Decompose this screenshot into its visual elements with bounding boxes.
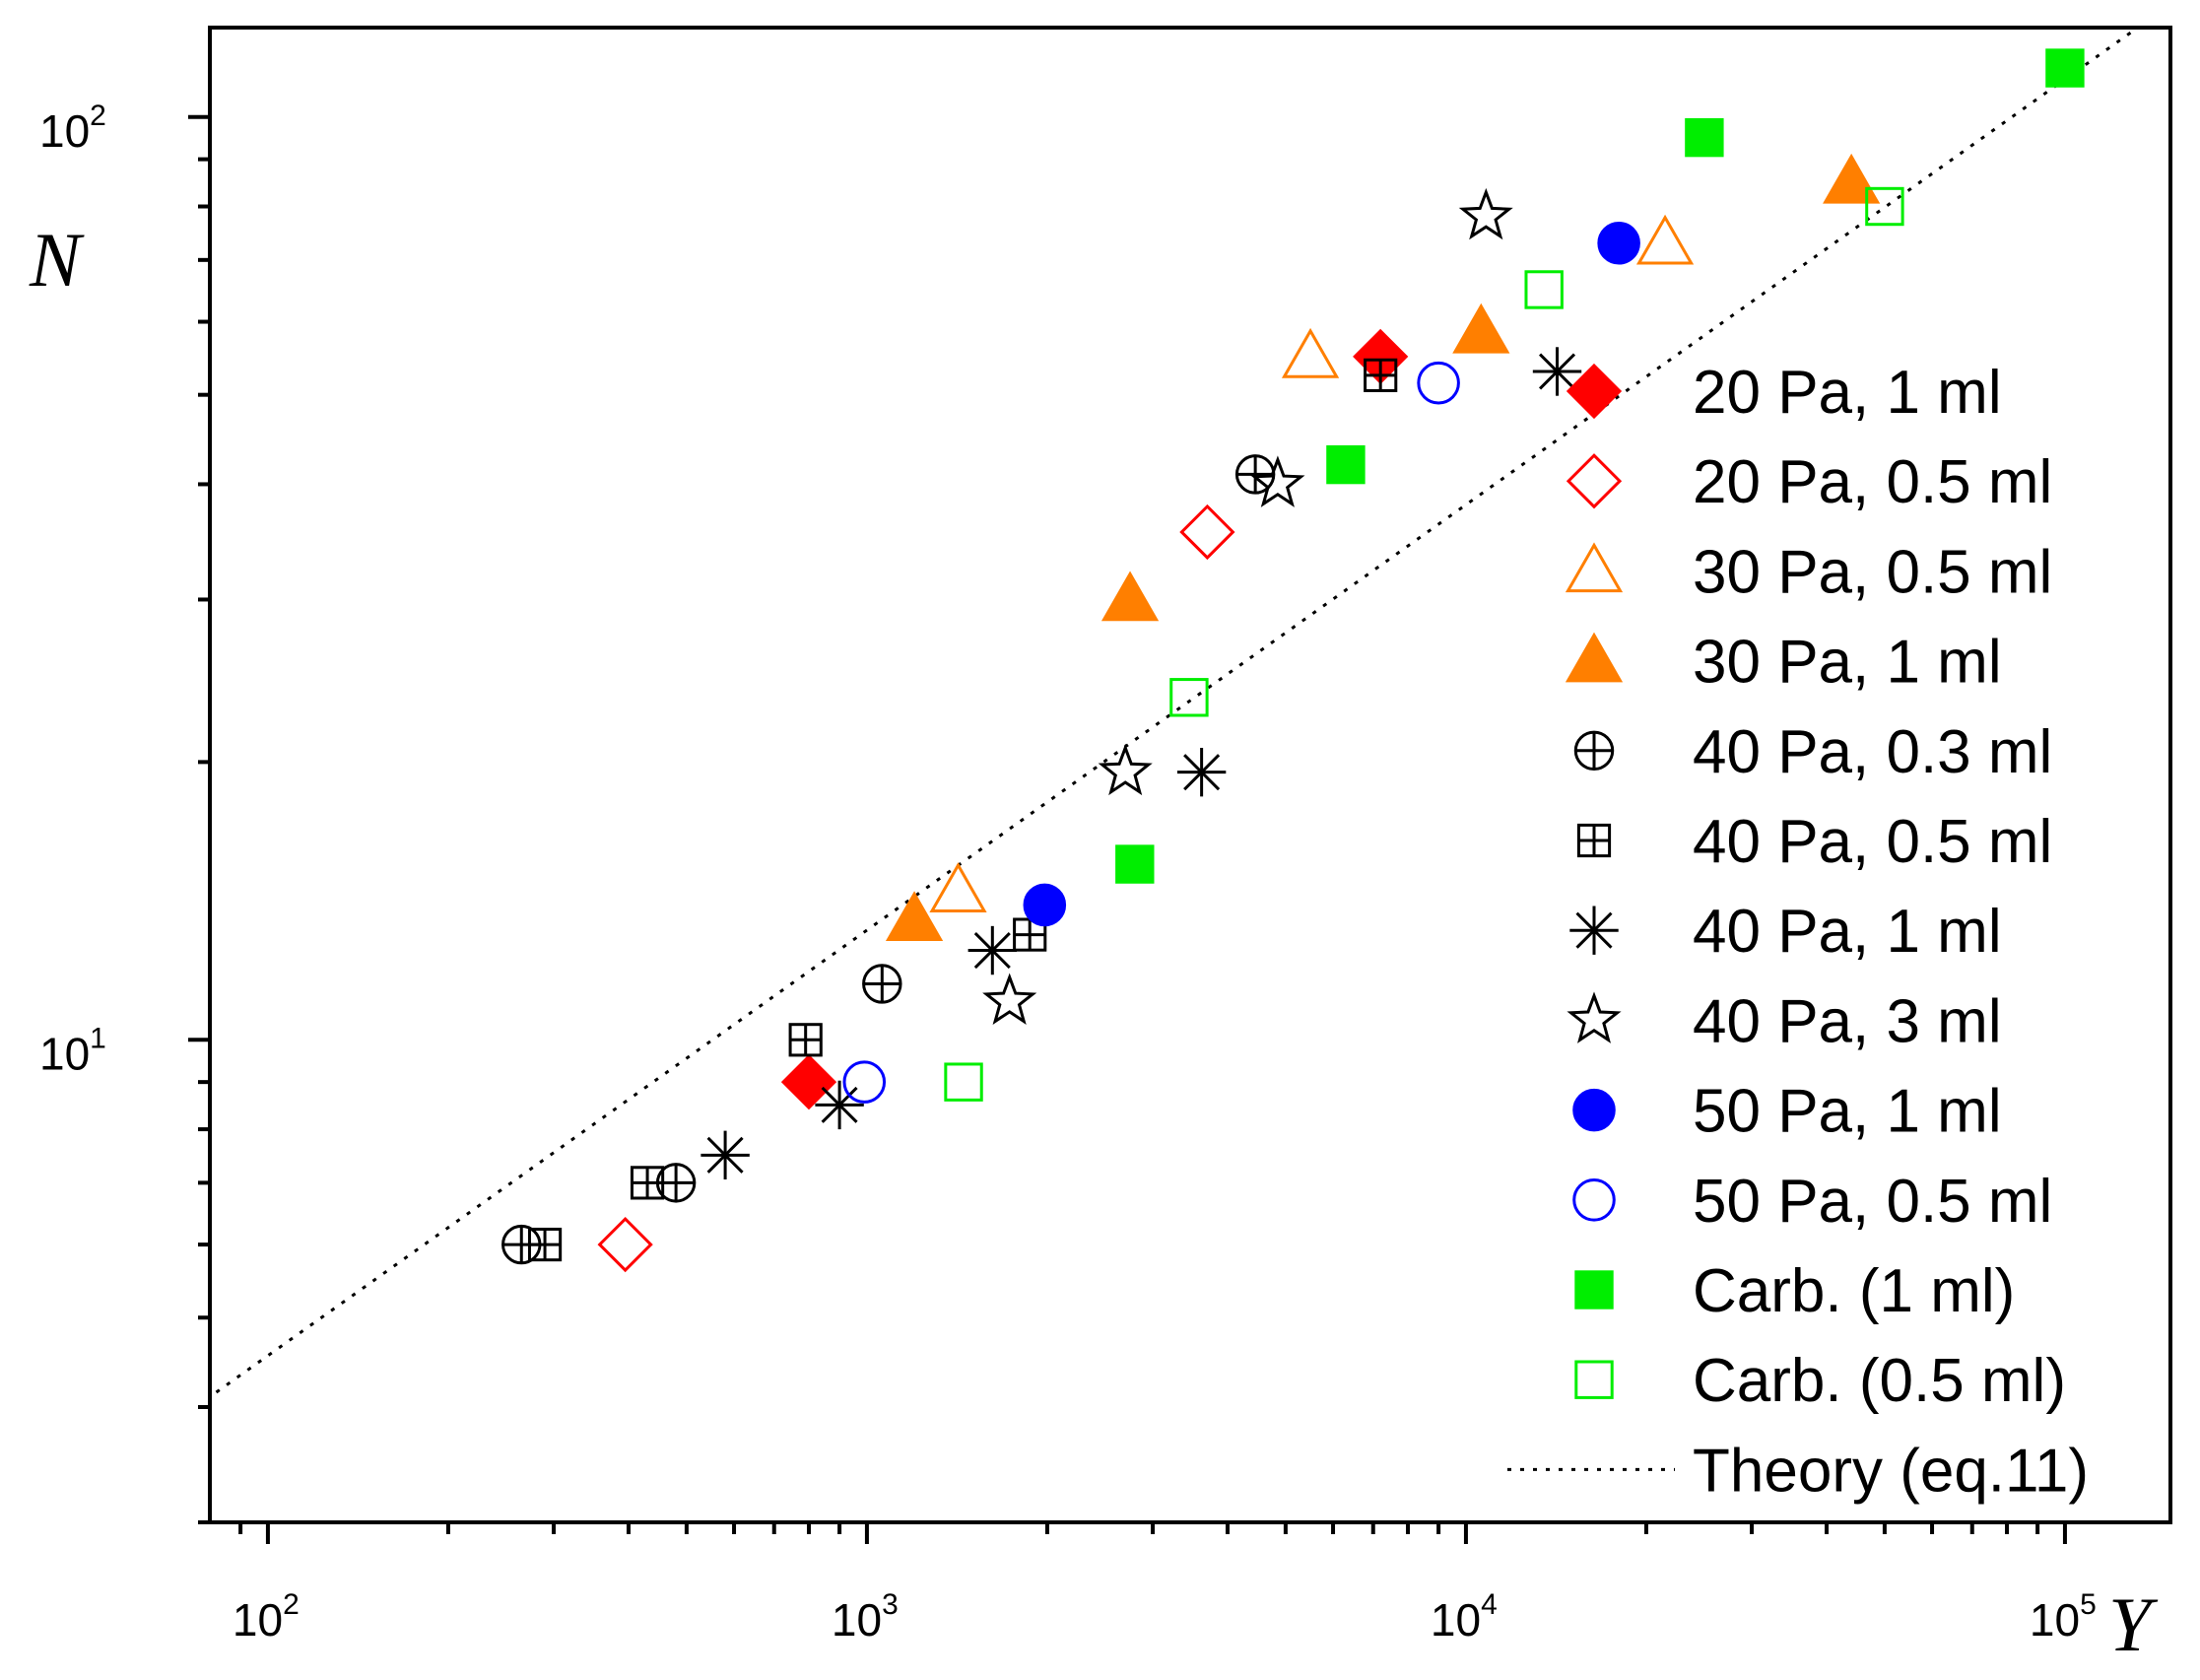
legend-label: 20 Pa, 0.5 ml: [1693, 448, 2052, 516]
data-point: [2045, 48, 2085, 88]
data-point: [1326, 444, 1366, 485]
x-tick-label: 103: [832, 1588, 899, 1646]
data-point: [1169, 678, 1209, 717]
data-point: [1100, 571, 1160, 622]
data-point: [1597, 221, 1640, 265]
data-point: [1364, 358, 1398, 392]
legend-marker: [1574, 1360, 1614, 1399]
plot-frame: [208, 26, 2172, 1524]
series-7: [982, 187, 1513, 1025]
data-point: [1635, 214, 1695, 265]
data-point: [630, 1166, 665, 1200]
data-point: [1524, 270, 1564, 309]
data-point: [700, 1130, 750, 1180]
series-8: [1023, 221, 1640, 927]
series-10: [1115, 48, 2085, 884]
data-point: [788, 1023, 823, 1057]
legend-marker: [1566, 453, 1623, 509]
legend-label: Carb. (0.5 ml): [1693, 1347, 2066, 1415]
legend-label: 20 Pa, 1 ml: [1693, 359, 2002, 427]
data-point: [1685, 117, 1724, 158]
y-tick-label: 101: [39, 1022, 106, 1079]
series-3: [885, 153, 1881, 942]
data-points-layer: [501, 48, 2085, 1273]
legend-marker: [1569, 906, 1619, 955]
series-6: [700, 347, 1582, 1180]
series-5: [527, 358, 1398, 1262]
legend-label: 40 Pa, 0.3 ml: [1693, 718, 2052, 786]
data-point: [597, 1216, 653, 1273]
data-point: [527, 1227, 563, 1262]
data-point: [1458, 187, 1513, 240]
legend-marker: [1573, 730, 1615, 772]
data-point: [815, 1080, 864, 1130]
data-point: [842, 1060, 887, 1104]
legend-label: 50 Pa, 1 ml: [1693, 1078, 2002, 1146]
data-point: [982, 973, 1037, 1025]
data-point: [1865, 186, 1904, 227]
series-11: [944, 186, 1904, 1102]
data-point: [1250, 455, 1305, 507]
legend: 20 Pa, 1 ml 20 Pa, 0.5 ml 30 Pa, 0.5 ml 30 …: [1507, 359, 2089, 1505]
legend-marker: [1565, 632, 1624, 683]
x-axis-title: Y: [2108, 1581, 2159, 1667]
data-point: [1452, 302, 1510, 354]
legend-marker: [1566, 363, 1623, 420]
series-9: [842, 361, 1460, 1104]
x-tick-label: 102: [233, 1588, 300, 1646]
legend-label: 30 Pa, 1 ml: [1693, 629, 2002, 697]
legend-marker: [1572, 1088, 1616, 1132]
legend-marker: [1567, 991, 1622, 1043]
data-point: [1823, 153, 1881, 204]
data-point: [1417, 361, 1460, 405]
data-point: [1098, 743, 1153, 796]
data-point: [944, 1062, 983, 1102]
data-point: [1179, 504, 1235, 561]
data-point: [967, 925, 1018, 975]
legend-label: Theory (eq.11): [1693, 1437, 2089, 1505]
y-axis: 101 102: [39, 100, 210, 1524]
data-point: [1281, 327, 1340, 378]
series-2: [929, 214, 1695, 912]
legend-label: Carb. (1 ml): [1693, 1257, 2015, 1325]
series-4: [501, 454, 1276, 1265]
x-tick-label: 104: [1431, 1588, 1498, 1646]
legend-marker: [1574, 1270, 1614, 1310]
legend-marker: [1565, 542, 1624, 593]
y-tick-label: 102: [39, 100, 106, 157]
data-point: [1023, 883, 1067, 927]
data-point: [780, 1054, 837, 1110]
legend-label: 40 Pa, 3 ml: [1693, 987, 2002, 1055]
data-point: [929, 862, 987, 912]
legend-marker: [1576, 823, 1612, 858]
series-1: [597, 504, 1235, 1273]
legend-label: 50 Pa, 0.5 ml: [1693, 1168, 2052, 1236]
y-axis-title: N: [29, 217, 85, 302]
data-point: [1532, 347, 1582, 396]
legend-marker: [1572, 1178, 1616, 1222]
legend-label: 40 Pa, 1 ml: [1693, 898, 2002, 966]
data-point: [862, 964, 902, 1004]
x-tick-label: 105: [2030, 1588, 2097, 1646]
legend-label: 30 Pa, 0.5 ml: [1693, 538, 2052, 606]
data-point: [885, 891, 944, 942]
legend-label: 40 Pa, 0.5 ml: [1693, 808, 2052, 876]
data-point: [1176, 747, 1227, 797]
series-0: [780, 328, 1409, 1110]
data-point: [1115, 844, 1155, 884]
x-axis: 102 103 104 105: [233, 1522, 2097, 1646]
